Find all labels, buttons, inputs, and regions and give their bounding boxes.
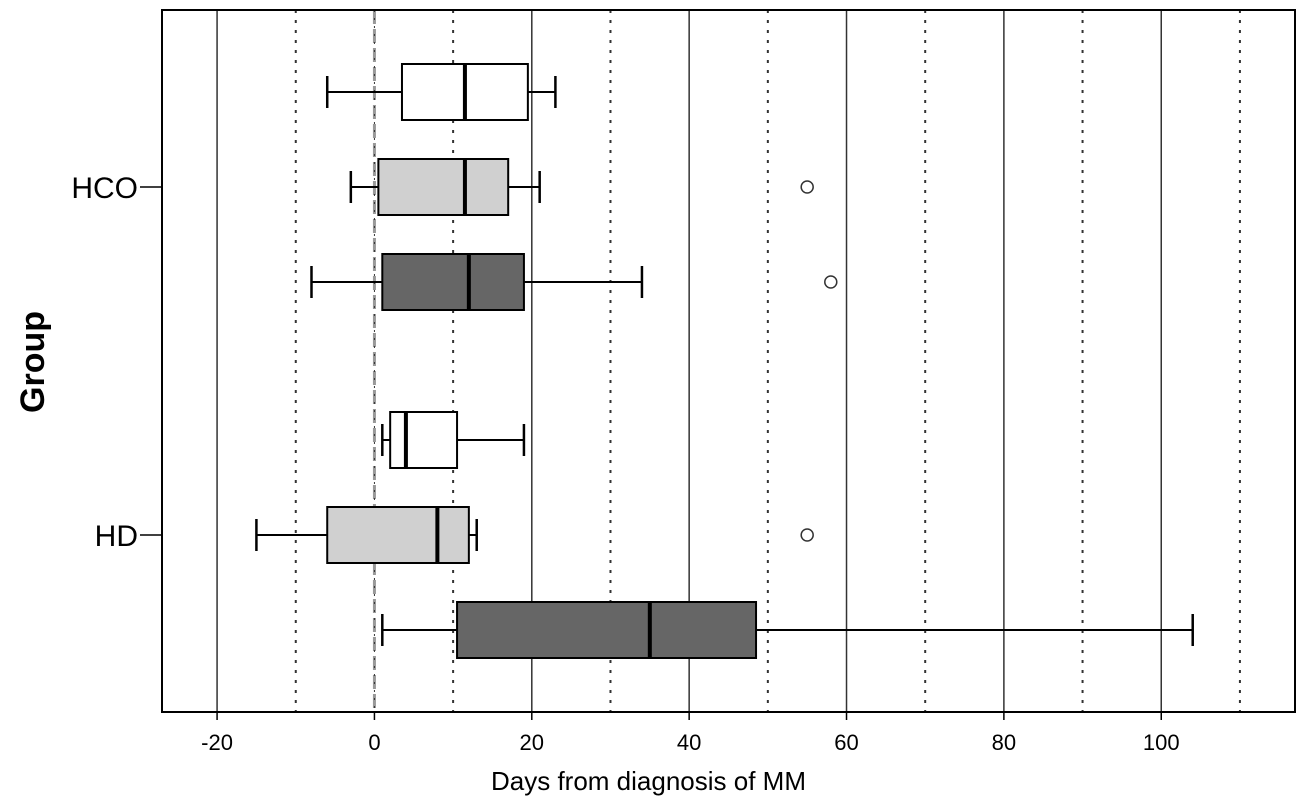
plot-frame	[161, 9, 1296, 713]
box-layer	[255, 63, 1194, 659]
y-category-label: HCO	[71, 172, 138, 205]
x-tick-label: 100	[1143, 730, 1180, 755]
box-plot-item	[325, 63, 557, 121]
outlier-point	[824, 275, 838, 289]
grid-layer	[216, 10, 1241, 712]
outlier-point	[800, 180, 814, 194]
box-plot-item	[310, 253, 838, 311]
box	[377, 158, 510, 216]
x-tick-label: 80	[992, 730, 1016, 755]
axis-layer: -20 0 20 40 60 80 100 HCO HD	[71, 172, 1179, 755]
x-tick-label: 40	[677, 730, 701, 755]
box	[381, 253, 525, 311]
y-category-label: HD	[95, 520, 138, 553]
outlier-point	[800, 528, 814, 542]
box-plot-item	[381, 411, 526, 469]
box-plot-item	[381, 601, 1194, 659]
x-tick-label: -20	[201, 730, 233, 755]
box	[326, 506, 470, 564]
y-axis-title: Group	[14, 311, 52, 413]
x-tick-label: 60	[834, 730, 858, 755]
box-plot-item	[255, 506, 814, 564]
box	[389, 411, 459, 469]
box	[456, 601, 758, 659]
x-tick-label: 20	[520, 730, 544, 755]
x-tick-label: 0	[368, 730, 380, 755]
box-plot-item	[349, 158, 814, 216]
x-axis-title: Days from diagnosis of MM	[491, 766, 806, 796]
